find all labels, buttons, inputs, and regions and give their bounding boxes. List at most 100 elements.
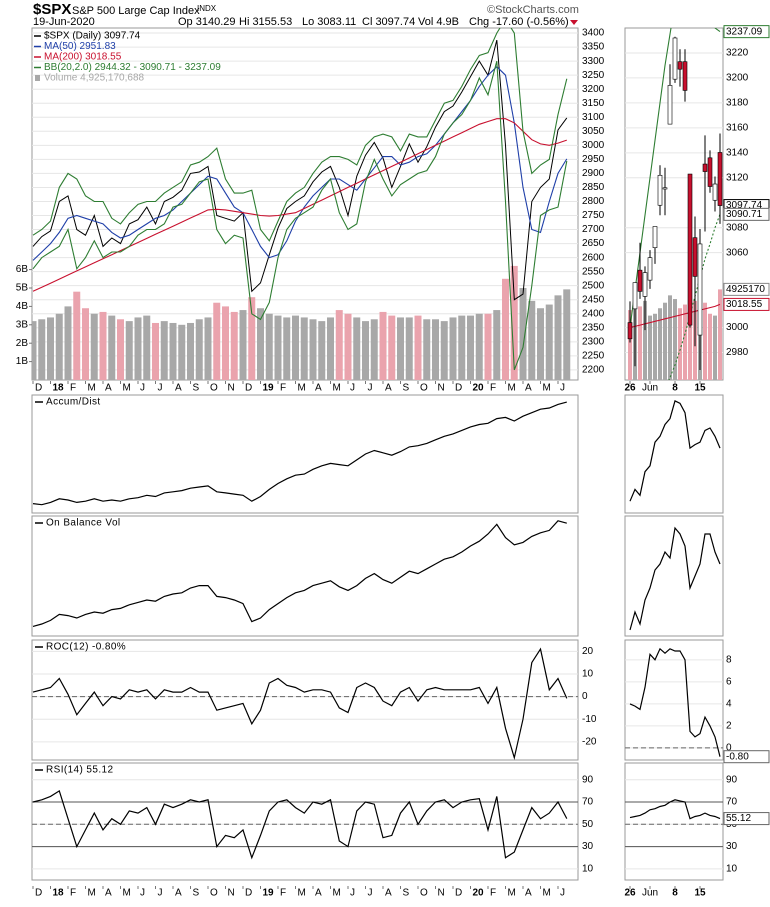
exchange: INDX [197,4,217,13]
x-tick-label: 26 [624,888,636,899]
volume-bar [467,315,474,380]
volume-bar [563,289,571,380]
value-tag [723,297,770,311]
y-tick-label: 10 [582,863,594,874]
panel-title: On Balance Vol [46,518,121,529]
volume-bar [55,313,63,380]
x-tick-label: A [385,383,392,394]
series-line [32,118,567,292]
y-tick-label: 3220 [726,48,749,59]
x-tick-label: D [35,383,42,394]
y-tick-label: 2650 [582,238,605,249]
candle-body [697,243,703,336]
x-tick-label: M [508,888,516,899]
indicator-line [629,400,721,502]
volume-bar [204,317,212,380]
volume-bar [327,317,334,380]
volume-bar [82,308,89,380]
x-tick-label: O [420,888,428,899]
y-tick-label: 90 [726,774,738,785]
y-tick-label: 3350 [582,42,605,53]
x-tick-label: A [315,888,322,899]
volume-bar [388,315,396,380]
volume-bar [274,315,282,380]
plot-area [32,401,567,506]
volume-bar [718,289,722,380]
plot-area [625,647,723,757]
open: Op 3140.29 [178,16,236,28]
volume-bar [475,313,483,380]
indicator-line [629,799,721,820]
x-tick-label: A [175,888,182,899]
volume-bar [449,317,457,380]
volume-bar [678,308,682,380]
y-tick-label: 2550 [582,266,605,277]
x-tick-label: 8 [672,888,678,899]
panel-title: ROC(12) -0.80% [46,642,126,653]
volume-bar [688,289,692,380]
value-tag-label: 3097.74 [726,200,763,211]
x-tick-label: F [280,383,286,394]
volume-bar [292,315,299,380]
legend-label: MA(50) 2951.83 [44,41,116,52]
y-tick-label: 30 [582,841,594,852]
y-tick-label: 90 [582,774,594,785]
candle-body [657,174,663,206]
series-line [32,28,568,242]
x-tick-label: S [193,383,200,394]
y-tick-label: 3400 [582,28,605,39]
x-tick-label: O [420,383,428,394]
volume-bar [713,315,717,380]
panel-frame [31,515,579,637]
y-tick-label: -20 [582,737,597,748]
y-tick-label: -10 [582,714,597,725]
value-tag [723,25,770,39]
volume-bar [423,319,431,380]
y2-tick-label: 4B [16,301,29,312]
x-tick-label: M [333,888,341,899]
x-tick-label: N [228,888,235,899]
x-tick-label: D [455,383,462,394]
y-tick-label: 2850 [582,182,605,193]
candle-body [717,152,723,206]
series-line [32,39,568,301]
panel-frame [31,394,579,514]
volume-bar [683,304,687,380]
y2-tick-label: 6B [16,264,29,275]
y-tick-label: 0 [582,691,588,702]
volume-bar [344,313,352,380]
volume-bar [32,321,37,380]
plot-area [625,28,723,380]
x-tick-label: A [315,383,322,394]
indicator-line [629,526,721,631]
x-tick-label: F [280,888,286,899]
x-tick-label: M [88,383,96,394]
x-tick-label: J [560,383,565,394]
y-tick-label: 2950 [582,154,605,165]
plot-area [629,400,721,502]
x-tick-label: F [70,888,76,899]
low: Lo 3083.11 [302,16,356,28]
y-tick-label: 3300 [582,56,605,67]
volume-bar [554,295,562,380]
volume-bar [213,302,221,380]
down-arrow [570,20,578,25]
y-tick-label: 3150 [582,98,605,109]
plot-area [629,526,721,631]
x-tick-label: M [543,888,551,899]
volume-bar [653,313,657,380]
y-tick-label: 50 [582,819,594,830]
plot-area [32,520,567,627]
volume-bar [668,295,672,380]
x-tick-label: A [175,383,182,394]
volume-bar [493,310,501,380]
volume-bar [370,319,378,380]
x-tick-label: J [140,383,145,394]
volume-bar [187,322,194,380]
value-tag-label: 3237.09 [726,26,763,37]
plot-area [32,647,578,760]
x-tick-label: O [210,888,218,899]
value-tag-label: 4925170 [726,284,765,295]
volume-bar [362,321,369,380]
y-tick-label: 3250 [582,70,605,81]
